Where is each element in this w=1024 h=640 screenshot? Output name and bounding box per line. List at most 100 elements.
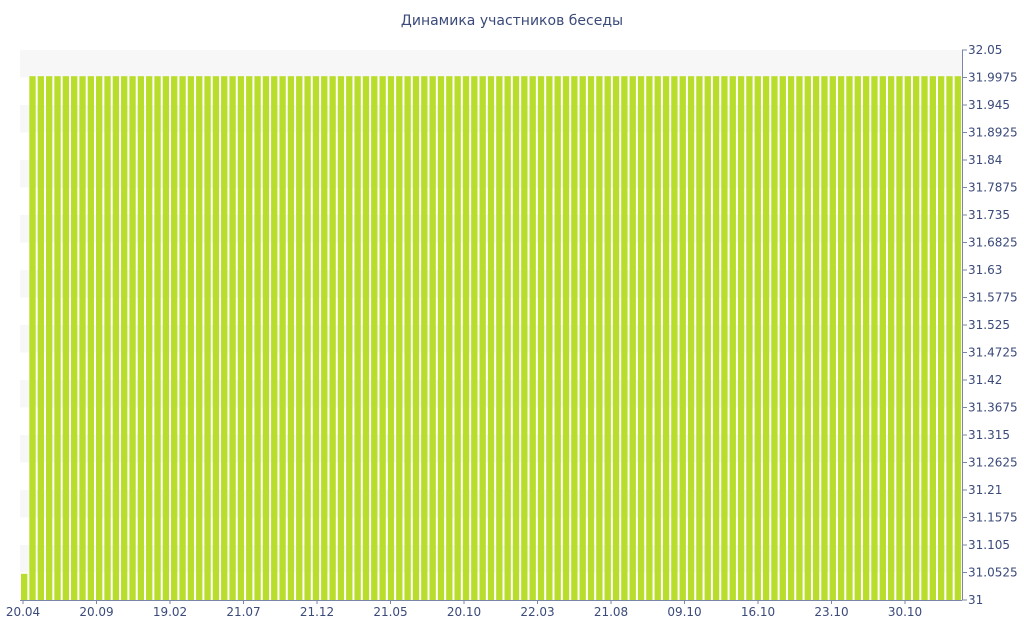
bar (321, 76, 328, 600)
bar (21, 573, 28, 600)
bar (221, 76, 228, 600)
bar (529, 76, 536, 600)
bar (654, 76, 661, 600)
y-tick-label: 31.0525 (968, 566, 1018, 580)
chart-title: Динамика участников беседы (400, 13, 624, 29)
bar (237, 76, 245, 600)
x-tick-label: 23.10 (814, 605, 848, 619)
bar (446, 76, 453, 600)
bar (687, 76, 695, 600)
y-tick-label: 31.42 (968, 373, 1002, 387)
bar (187, 76, 195, 600)
bar (571, 76, 578, 600)
bar (629, 76, 636, 600)
bar (637, 76, 645, 600)
bar (96, 76, 103, 600)
bar (212, 76, 220, 600)
y-tick-label: 31 (968, 593, 983, 607)
bar (862, 76, 870, 600)
bar (346, 76, 353, 600)
bar (712, 76, 720, 600)
bar (837, 76, 845, 600)
bar (929, 76, 936, 600)
y-tick-label: 31.4725 (968, 346, 1018, 360)
bar (412, 76, 420, 600)
bar (429, 76, 436, 600)
y-tick-label: 31.8925 (968, 126, 1018, 140)
bar (671, 76, 678, 600)
x-tick-label: 21.08 (594, 605, 628, 619)
y-tick-label: 31.7875 (968, 181, 1018, 195)
bar (287, 76, 295, 600)
bar (354, 76, 361, 600)
y-tick-label: 31.63 (968, 263, 1002, 277)
bar (329, 76, 336, 600)
bar (846, 76, 853, 600)
bar (379, 76, 386, 600)
bar (946, 76, 953, 600)
bar (679, 76, 686, 600)
y-tick-label: 31.2625 (968, 456, 1018, 470)
bar (179, 76, 186, 600)
bar (804, 76, 811, 600)
bar (954, 76, 961, 600)
bar (137, 76, 145, 600)
bar (704, 76, 711, 600)
bar (646, 76, 653, 600)
bars (21, 76, 961, 600)
bar (37, 76, 45, 600)
bar (62, 76, 70, 600)
x-tick-label: 09.10 (667, 605, 701, 619)
bar (546, 76, 553, 600)
bar (271, 76, 278, 600)
x-tick-label: 20.09 (79, 605, 113, 619)
bar (579, 76, 586, 600)
bar (729, 76, 736, 600)
axes (20, 49, 967, 604)
bar (154, 76, 161, 600)
bar (487, 76, 495, 600)
bar (254, 76, 261, 600)
bar (521, 76, 528, 600)
bar (337, 76, 345, 600)
y-tick-label: 31.5775 (968, 291, 1018, 305)
bar (246, 76, 253, 600)
bar (312, 76, 320, 600)
bar (587, 76, 595, 600)
bar (812, 76, 820, 600)
y-tick-label: 31.315 (968, 428, 1010, 442)
bar (779, 76, 786, 600)
x-tick-label: 21.05 (373, 605, 407, 619)
bar (562, 76, 570, 600)
bar (596, 76, 603, 600)
x-tick-label: 20.10 (447, 605, 481, 619)
bar (754, 76, 761, 600)
bar (404, 76, 411, 600)
bar (662, 76, 670, 600)
bar (54, 76, 61, 600)
bar (612, 76, 620, 600)
y-tick-label: 31.21 (968, 483, 1002, 497)
x-axis-labels: 20.04 20.09 19.02 21.07 21.12 21.05 20.10 22.03… (6, 605, 922, 619)
y-tick-label: 32.05 (968, 43, 1002, 57)
bar (746, 76, 753, 600)
x-tick-label: 22.03 (520, 605, 554, 619)
x-tick-label: 16.10 (741, 605, 775, 619)
bar (512, 76, 520, 600)
bar (29, 76, 36, 600)
y-tick-label: 31.105 (968, 538, 1010, 552)
y-tick-label: 31.9975 (968, 71, 1018, 85)
y-tick-label: 31.1575 (968, 511, 1018, 525)
bar (887, 76, 895, 600)
bar (437, 76, 445, 600)
bar (104, 76, 111, 600)
bar (262, 76, 270, 600)
bar (554, 76, 561, 600)
y-tick-label: 31.3675 (968, 401, 1018, 415)
bar (854, 76, 861, 600)
y-tick-label: 31.84 (968, 153, 1002, 167)
bar (162, 76, 170, 600)
bar (279, 76, 286, 600)
